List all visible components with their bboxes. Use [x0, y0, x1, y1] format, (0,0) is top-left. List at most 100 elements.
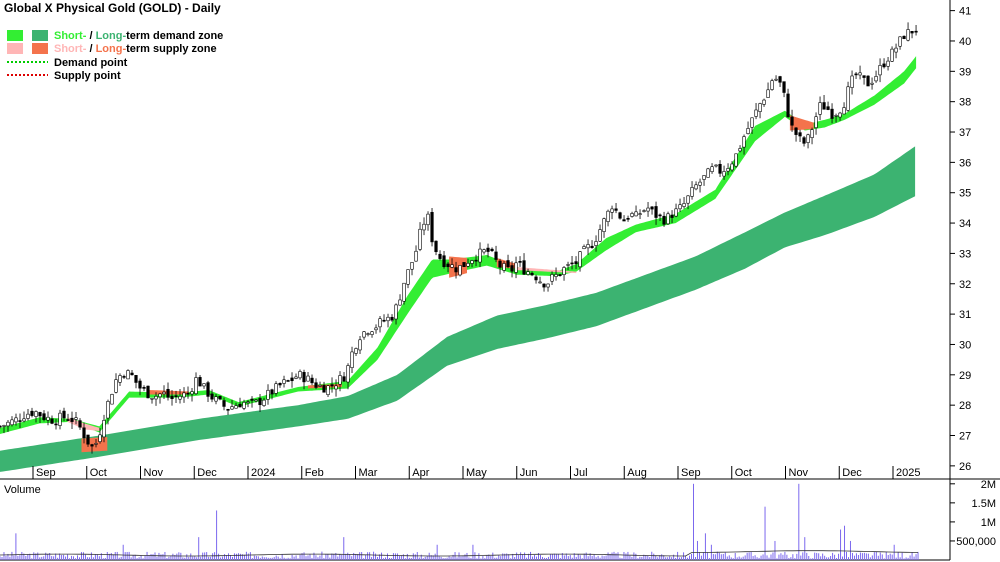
y-tick-label: 32: [959, 279, 971, 291]
price-bar-body: [258, 398, 262, 406]
y-tick-label: 36: [959, 157, 971, 169]
price-bar-body: [318, 385, 322, 387]
volume-average-line: [0, 550, 919, 557]
price-bar-body: [718, 163, 722, 174]
price-bar-body: [338, 375, 342, 385]
price-bar-body: [362, 331, 366, 338]
price-bar-body: [102, 419, 106, 438]
price-bar-body: [574, 261, 578, 265]
price-bar-body: [878, 65, 882, 76]
price-bar-body: [454, 267, 458, 273]
price-bar-body: [514, 262, 518, 273]
x-tick-label: 2025: [896, 467, 920, 479]
price-bar-body: [542, 283, 546, 288]
price-bar-body: [758, 103, 762, 112]
x-tick-label: Oct: [735, 467, 752, 479]
price-bar-body: [518, 261, 522, 263]
price-bar-body: [254, 399, 258, 402]
price-bar-body: [150, 397, 154, 400]
price-bar-body: [626, 218, 630, 220]
price-bar-body: [322, 385, 326, 393]
legend-demand-long: Long-: [96, 30, 127, 42]
y-tick-label: 30: [959, 339, 971, 351]
price-bar-body: [58, 412, 62, 426]
price-bar-body: [90, 444, 94, 447]
price-bar-body: [794, 127, 798, 135]
y-tick-label: 37: [959, 127, 971, 139]
y-tick-label: 31: [959, 309, 971, 321]
price-bar-body: [210, 393, 214, 400]
price-bar-body: [806, 134, 810, 143]
price-bar-body: [886, 60, 890, 67]
x-tick-label: Nov: [144, 467, 164, 479]
price-bar-body: [782, 81, 786, 93]
price-bar-body: [630, 213, 634, 217]
price-bar-body: [18, 420, 22, 422]
price-bar-body: [234, 405, 238, 409]
price-bar-body: [142, 387, 146, 389]
price-bar-body: [802, 137, 806, 144]
price-bar-body: [178, 396, 182, 400]
price-bar-body: [666, 213, 670, 225]
price-bar-body: [610, 208, 614, 213]
legend-swatch-short-demand: [7, 30, 23, 41]
price-bar-body: [742, 136, 746, 148]
price-bar-body: [306, 375, 310, 382]
price-bar-body: [366, 333, 370, 335]
price-bar-body: [2, 425, 6, 427]
x-tick-label: Sep: [681, 467, 701, 479]
price-bar-body: [602, 218, 606, 232]
price-bar-body: [906, 29, 910, 41]
price-bar-body: [550, 274, 554, 282]
price-bar-body: [38, 412, 42, 417]
x-tick-label: Oct: [90, 467, 107, 479]
price-bar-body: [846, 86, 850, 111]
price-bar-body: [202, 383, 206, 387]
price-bar-body: [22, 418, 26, 422]
y-tick-label: 40: [959, 36, 971, 48]
x-tick-label: Aug: [627, 467, 647, 479]
price-bar-body: [538, 281, 542, 284]
price-bar-body: [290, 377, 294, 382]
price-bar-body: [354, 348, 358, 354]
price-bar-body: [818, 102, 822, 115]
x-tick-label: Nov: [789, 467, 809, 479]
price-bar-body: [114, 379, 118, 393]
price-bar-body: [810, 129, 814, 138]
price-bar-body: [174, 395, 178, 398]
price-bar-body: [606, 210, 610, 222]
price-bar-body: [842, 107, 846, 115]
price-bar-body: [766, 89, 770, 98]
price-bar-body: [698, 181, 702, 186]
price-bar-body: [98, 434, 102, 442]
price-bar-body: [914, 30, 918, 33]
price-bar-body: [670, 214, 674, 218]
price-bar-body: [834, 115, 838, 117]
legend: Short- / Long-term demand zone Short- / …: [7, 30, 223, 82]
price-bar-body: [94, 443, 98, 445]
x-tick-label: Mar: [359, 467, 378, 479]
price-bar-body: [314, 382, 318, 388]
price-bar-body: [430, 212, 434, 243]
price-bar-body: [14, 417, 18, 423]
price-bar-body: [206, 382, 210, 397]
y-tick-label: 38: [959, 97, 971, 109]
price-bar-body: [10, 419, 14, 426]
price-bar-body: [438, 253, 442, 259]
price-bar-body: [474, 259, 478, 262]
price-bar-body: [342, 376, 346, 382]
price-bar-body: [490, 248, 494, 251]
supply-zone-long-7: [789, 115, 814, 131]
price-bar-body: [238, 403, 242, 408]
price-bar-body: [218, 395, 222, 400]
price-bar-body: [162, 391, 166, 395]
price-bar-body: [762, 99, 766, 105]
price-bar-body: [378, 318, 382, 328]
price-bar-body: [6, 421, 10, 427]
volume-tick-label: 1M: [981, 517, 996, 529]
price-bar-body: [738, 148, 742, 152]
legend-supply-long: Long-: [96, 43, 127, 55]
price-bar-body: [350, 351, 354, 368]
price-bar-body: [706, 168, 710, 178]
